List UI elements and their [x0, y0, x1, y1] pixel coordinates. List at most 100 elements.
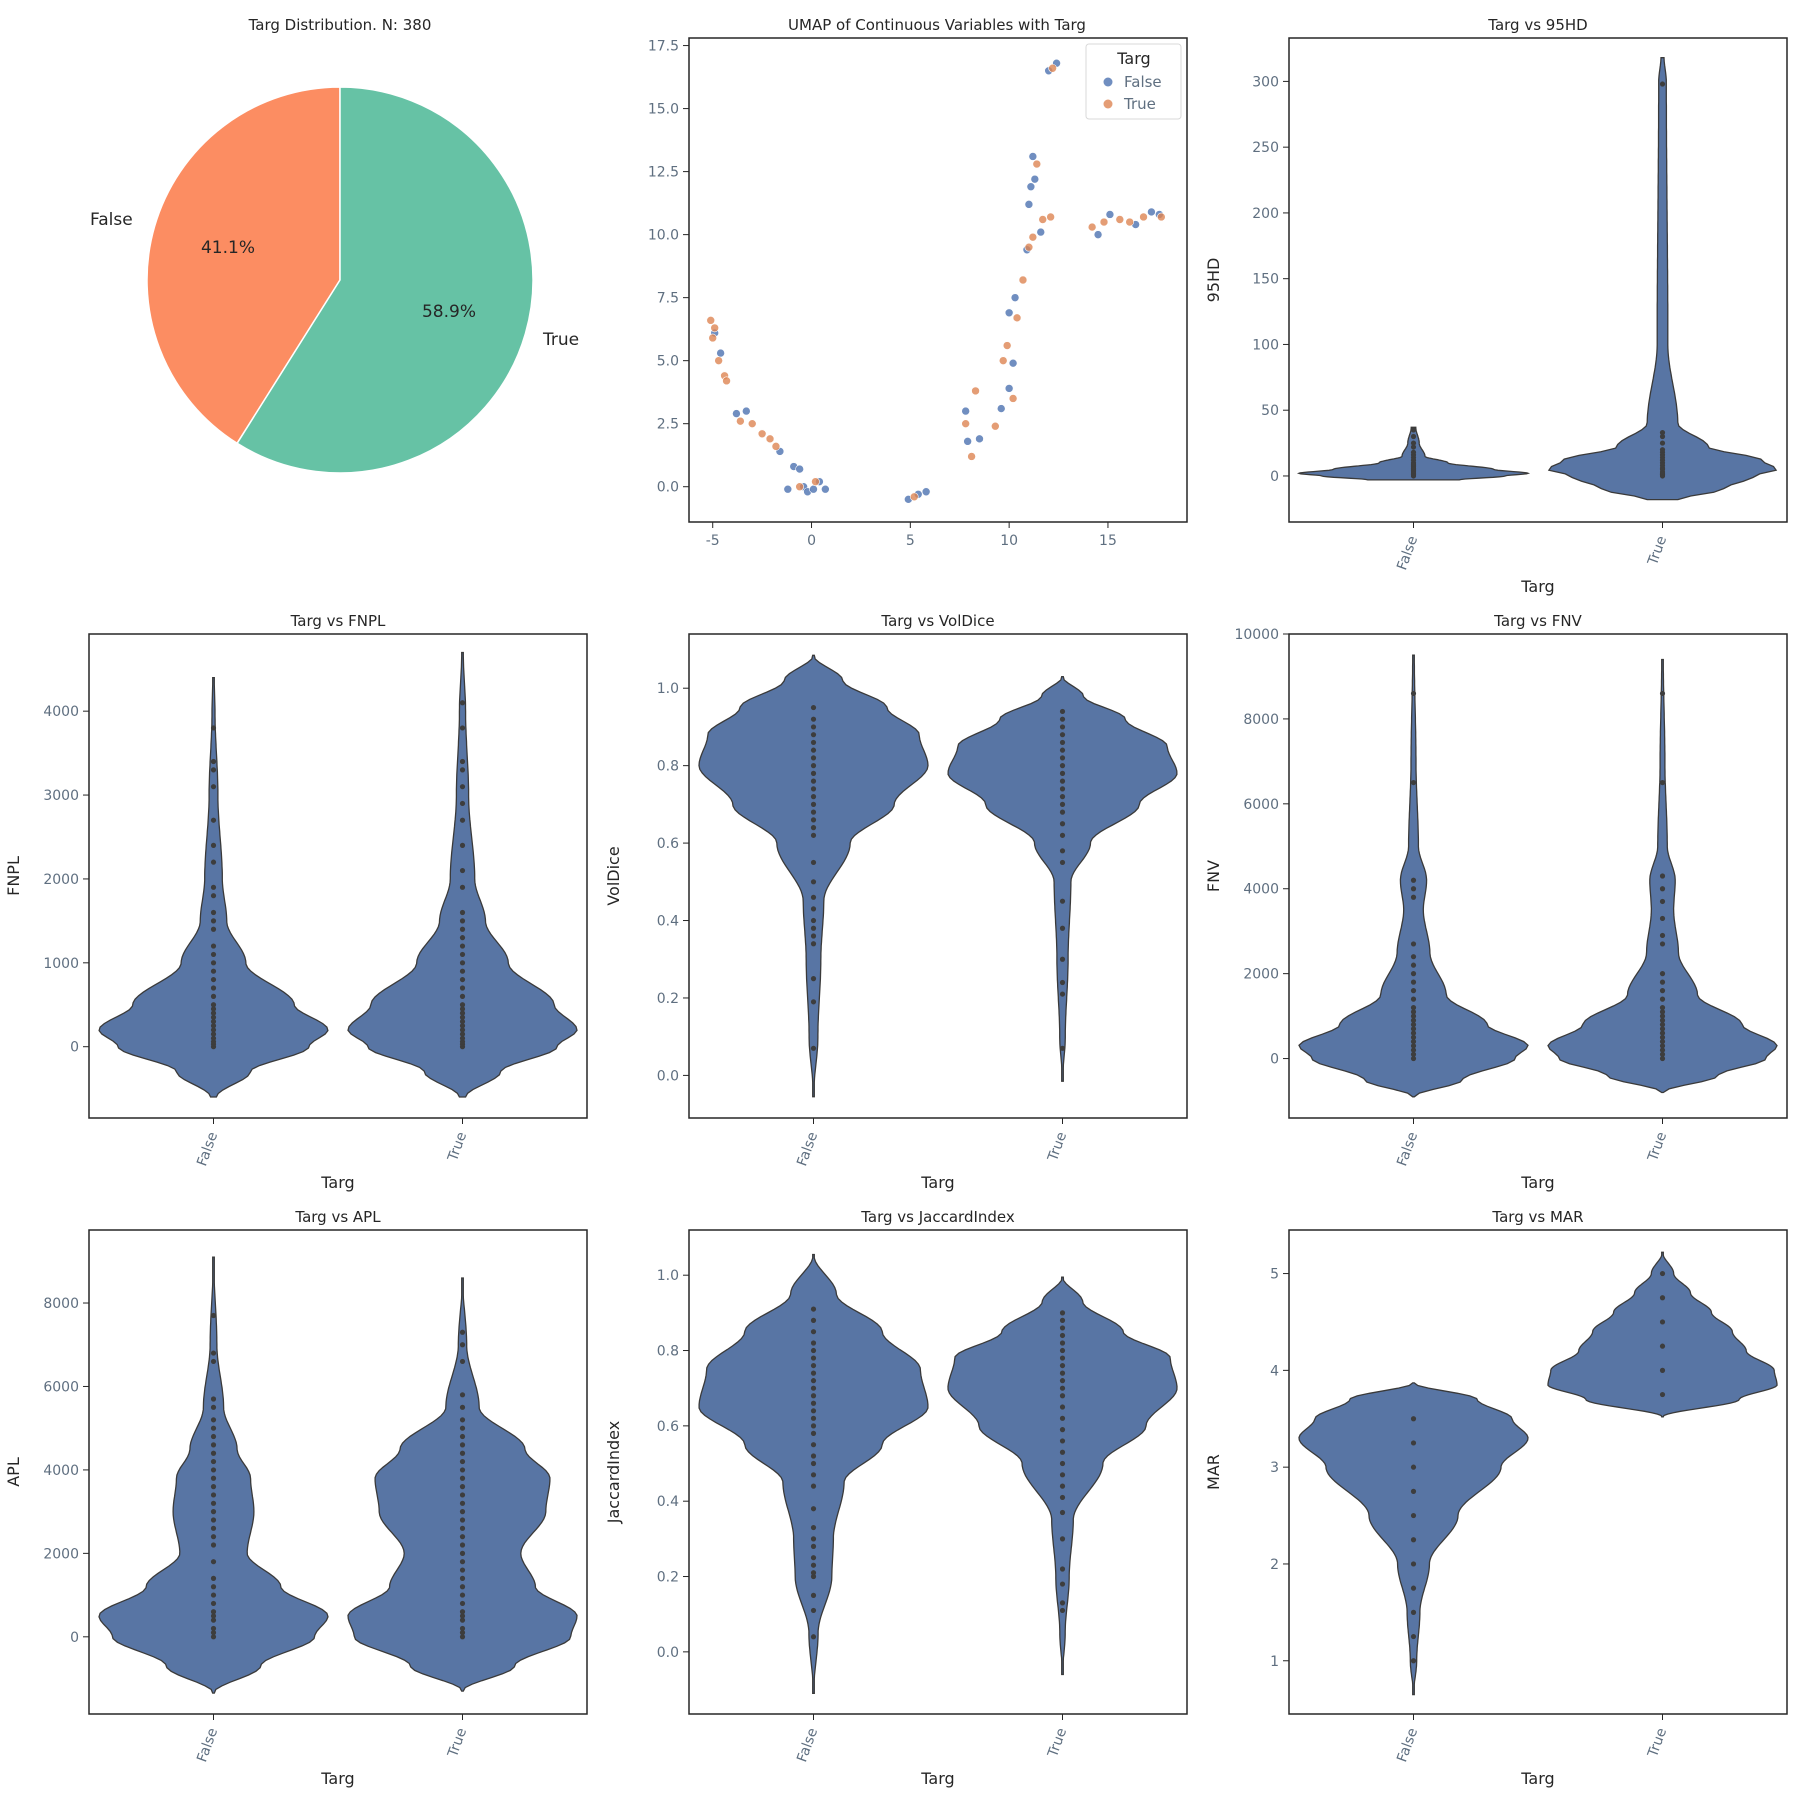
scatter-point-true — [765, 434, 775, 444]
violin-point-true — [1059, 794, 1066, 800]
violin-point-true — [1659, 1013, 1666, 1019]
violin-point-false — [210, 1018, 217, 1025]
xtick-label-false: False — [794, 1130, 821, 1169]
x-axis-label: Targ — [1520, 1173, 1554, 1192]
pie-pct-false: 41.1% — [201, 238, 255, 258]
violin-point-true — [459, 1630, 466, 1636]
violin-point-false — [210, 758, 217, 765]
axes-frame — [688, 1229, 1188, 1715]
violin-chart-fnv: Targ vs FNV 0 2000 4000 6000 8000 10000 FNV Targ… — [1204, 612, 1788, 1192]
violin-point-true — [1659, 1026, 1666, 1032]
violin-point-true — [459, 951, 466, 958]
violin-point-true — [459, 1475, 466, 1481]
violin-point-true — [459, 1550, 466, 1556]
violin-point-true — [459, 784, 466, 790]
violin-point-true — [1059, 1438, 1066, 1444]
ytick-label: 6000 — [1243, 797, 1279, 813]
scatter-point-true — [991, 421, 1000, 431]
violin-point-true — [459, 884, 466, 890]
violin-point-false — [210, 1433, 217, 1440]
violin-point-true — [1059, 739, 1066, 746]
violin-point-true — [1659, 1055, 1666, 1062]
violin-point-true — [1059, 755, 1066, 761]
violin-point-false — [1410, 1055, 1417, 1062]
scatter-point-false — [1036, 227, 1046, 237]
violin-point-true — [1659, 440, 1666, 446]
scatter-point-true — [714, 356, 723, 365]
violin-point-false — [210, 1517, 217, 1523]
violin-point-true — [459, 1625, 466, 1632]
scatter-point-false — [1147, 207, 1156, 217]
violin-title: Targ vs FNPL — [290, 612, 386, 630]
violin-chart-voldice: Targ vs VolDice 0.0 0.2 0.4 0.6 0.8 1.0 VolDice… — [604, 612, 1188, 1192]
violin-point-true — [459, 1617, 466, 1623]
violin-point-false — [1410, 1005, 1417, 1011]
violin-point-false — [810, 1362, 817, 1369]
scatter-point-false — [975, 434, 984, 444]
violin-point-false — [1410, 1026, 1417, 1032]
violin-point-true — [459, 1018, 466, 1025]
violin-point-false — [210, 817, 217, 823]
ytick-label: 8000 — [1243, 712, 1279, 728]
violin-point-false — [810, 704, 817, 711]
violin-point-true — [1659, 1295, 1666, 1301]
violin-title: Targ vs JaccardIndex — [860, 1208, 1015, 1226]
scatter-xtick-label: 15 — [1099, 533, 1117, 549]
violin-point-true — [1659, 779, 1666, 786]
ytick-label: 0 — [70, 1630, 79, 1646]
violin-point-false — [210, 1002, 217, 1008]
violin-false — [698, 654, 929, 1098]
ytick-label: 1.0 — [657, 1268, 679, 1284]
violin-chart-fnpl: Targ vs FNPL 0 1000 2000 3000 4000 FNPL Targ Fal… — [4, 612, 588, 1192]
violin-point-false — [210, 1600, 217, 1607]
ytick-label: 0 — [1270, 469, 1279, 485]
violin-point-false — [1410, 1512, 1417, 1519]
scatter-title: UMAP of Continuous Variables with Targ — [788, 16, 1086, 34]
ytick-label: 50 — [1261, 403, 1279, 419]
violin-point-false — [810, 1524, 817, 1531]
violin-point-true — [1059, 925, 1066, 931]
violin-point-false — [210, 985, 217, 991]
violin-point-true — [1659, 1038, 1666, 1045]
scatter-point-true — [747, 419, 757, 428]
violin-point-true — [459, 1010, 466, 1016]
y-axis-label: APL — [4, 1457, 23, 1487]
violin-point-true — [1059, 1415, 1066, 1421]
y-axis-label: VolDice — [604, 846, 623, 905]
violin-point-false — [810, 809, 817, 815]
violin-point-true — [1059, 1509, 1066, 1516]
scatter-point-false — [716, 348, 725, 358]
violin-point-true — [459, 1525, 466, 1531]
violin-point-true — [459, 1442, 466, 1448]
scatter-point-true — [1046, 212, 1055, 222]
violin-point-true — [1059, 859, 1066, 866]
violin-title: Targ vs MAR — [1491, 1208, 1583, 1226]
violin-point-true — [459, 943, 466, 949]
violin-point-true — [459, 1584, 466, 1590]
violin-point-true — [459, 1634, 466, 1640]
violin-point-false — [810, 1045, 817, 1051]
violin-point-false — [810, 786, 817, 792]
violin-point-false — [1410, 1051, 1417, 1057]
ytick-label: 0 — [70, 1040, 79, 1056]
violin-point-false — [210, 1396, 217, 1402]
violin-point-false — [210, 1031, 217, 1037]
axes-frame — [688, 633, 1188, 1119]
violin-point-true — [1659, 1009, 1666, 1015]
xtick-label-false: False — [194, 1726, 221, 1765]
scatter-point-true — [1099, 217, 1109, 227]
ytick-label: 4 — [1270, 1363, 1279, 1379]
violin-point-false — [210, 1475, 217, 1481]
scatter-point-false — [732, 409, 741, 418]
scatter-point-true — [795, 482, 804, 492]
violin-point-true — [1059, 1566, 1066, 1572]
violin-point-false — [210, 1035, 217, 1041]
violin-point-false — [210, 884, 217, 890]
scatter-ytick-label: 15.0 — [648, 102, 679, 118]
violin-false — [1298, 654, 1529, 1098]
scatter-point-true — [1157, 212, 1166, 222]
violin-point-true — [1059, 1385, 1066, 1391]
violin-point-false — [210, 842, 217, 848]
violin-point-false — [1410, 954, 1417, 960]
violin-point-true — [1059, 1317, 1066, 1323]
